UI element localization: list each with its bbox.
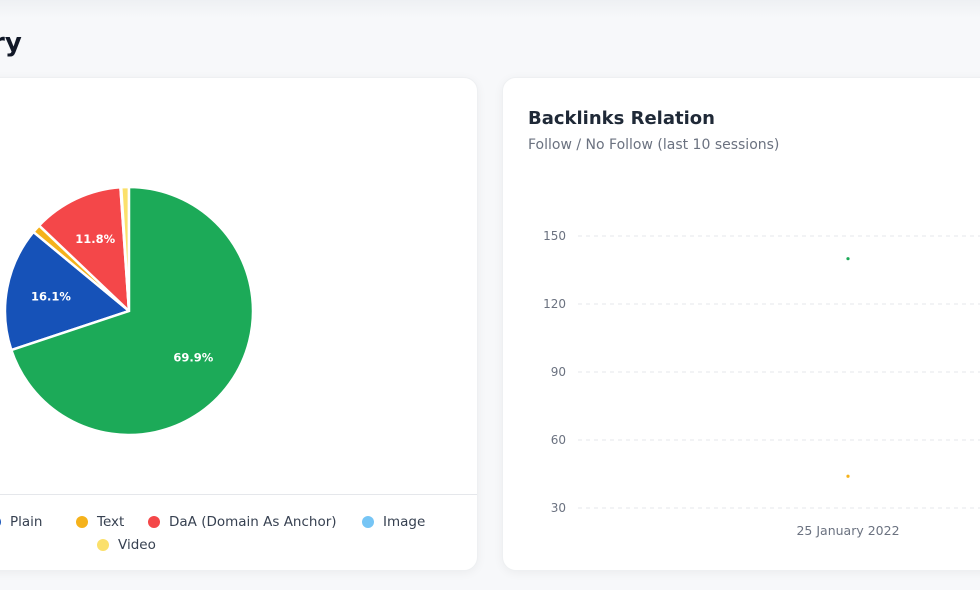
x-tick-label: 25 January 2022 <box>796 523 899 538</box>
top-bar <box>0 0 980 18</box>
pie-label-plain: 16.1% <box>31 289 71 303</box>
backlinks-relation-card: Backlinks Relation Follow / No Follow (l… <box>502 77 980 571</box>
anchor-type-card: 16.1% 11.8% 69.9% Plain Text DaA (Domain A… <box>0 77 478 571</box>
y-tick-150: 150 <box>543 229 566 243</box>
legend-label-daa: DaA (Domain As Anchor) <box>169 514 337 530</box>
card-title: Backlinks Relation <box>528 108 715 129</box>
pie-label-daa-domain-as-anchor: 11.8% <box>75 232 115 246</box>
legend-dot-image <box>362 516 374 528</box>
legend-dot-text <box>76 516 88 528</box>
legend-item-plain[interactable]: Plain <box>0 514 42 530</box>
legend-label-text: Text <box>97 514 125 530</box>
y-tick-30: 30 <box>551 501 566 515</box>
card-subtitle: Follow / No Follow (last 10 sessions) <box>528 137 780 153</box>
legend-item-video[interactable]: Video <box>97 537 156 553</box>
y-tick-60: 60 <box>551 433 566 447</box>
legend-label-plain: Plain <box>10 514 43 530</box>
legend-dot-daa <box>148 516 160 528</box>
backlinks-scatter-chart: 150 120 90 60 30 25 January 2022 <box>543 229 980 538</box>
legend-dot-plain <box>0 516 1 528</box>
y-tick-90: 90 <box>551 365 566 379</box>
section-title: ry <box>0 28 22 58</box>
data-point-series-1[interactable] <box>846 257 850 261</box>
y-tick-120: 120 <box>543 297 566 311</box>
legend-divider <box>0 494 477 495</box>
legend-item-image[interactable]: Image <box>362 514 425 530</box>
pie-chart: 16.1% 11.8% 69.9% <box>3 185 255 437</box>
legend-dot-video <box>97 539 109 551</box>
pie-label-other: 69.9% <box>173 350 213 364</box>
legend-label-video: Video <box>118 537 156 553</box>
pie-slice-other[interactable] <box>9 185 255 437</box>
data-point-series-2[interactable] <box>846 474 850 478</box>
pie-slice-daa-domain-as-anchor[interactable] <box>37 185 131 315</box>
legend-item-daa[interactable]: DaA (Domain As Anchor) <box>148 514 337 530</box>
legend-item-text[interactable]: Text <box>76 514 124 530</box>
legend-label-image: Image <box>383 514 426 530</box>
